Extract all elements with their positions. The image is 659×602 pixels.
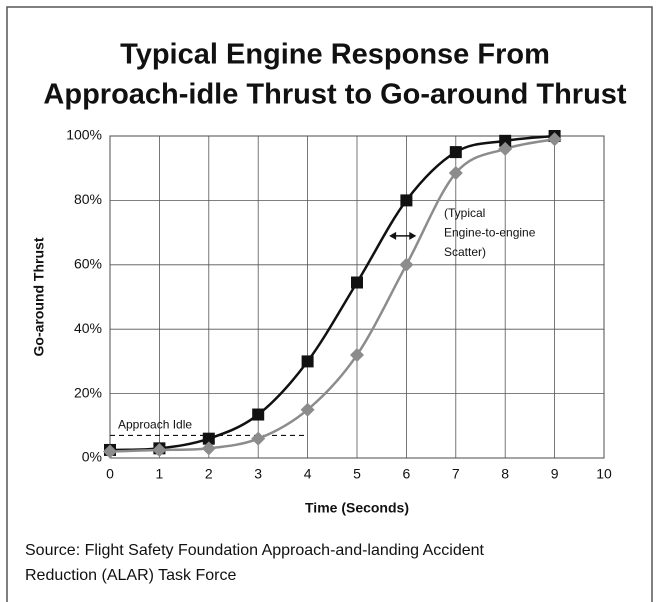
marker: [251, 431, 266, 446]
y-tick-label: 100%: [66, 127, 102, 143]
scatter-note: Scatter): [444, 245, 486, 259]
marker: [202, 432, 215, 445]
x-tick-label: 3: [254, 466, 262, 482]
marker: [448, 166, 463, 181]
x-tick-label: 5: [353, 466, 361, 482]
marker: [399, 257, 414, 272]
y-tick-label: 40%: [74, 320, 102, 336]
x-tick-label: 10: [596, 466, 612, 482]
marker: [301, 355, 314, 368]
scatter-note: (Typical: [444, 206, 485, 220]
marker: [351, 276, 363, 289]
chart-title: Typical Engine Response From: [120, 39, 550, 71]
marker: [300, 402, 315, 417]
marker: [499, 134, 512, 147]
marker: [152, 442, 167, 457]
scatter-note: Engine-to-engine: [444, 226, 536, 240]
series-line: [109, 137, 555, 453]
y-tick-label: 60%: [74, 256, 102, 272]
x-tick-label: 1: [156, 466, 164, 482]
marker: [547, 132, 562, 147]
y-tick-label: 20%: [74, 384, 102, 400]
chart-title: Approach-idle Thrust to Go-around Thrust: [43, 79, 627, 111]
x-tick-label: 4: [304, 466, 312, 482]
marker: [103, 444, 117, 459]
marker: [252, 408, 265, 421]
x-tick-label: 8: [501, 466, 509, 482]
x-tick-label: 0: [106, 466, 114, 482]
arrow-head: [409, 231, 417, 240]
source: Source: Flight Safety Foundation Approac…: [25, 542, 485, 559]
marker: [400, 194, 413, 207]
marker: [449, 146, 462, 159]
x-tick-label: 2: [205, 466, 213, 482]
idle-label: Approach Idle: [118, 418, 192, 432]
series-line: [109, 134, 555, 452]
x-tick-label: 9: [551, 466, 559, 482]
x-axis-label: Time (Seconds): [305, 500, 409, 516]
y-axis-label: Go-around Thrust: [31, 237, 47, 356]
frame: [6, 6, 653, 602]
y-tick-label: 0%: [82, 449, 102, 465]
y-tick-label: 80%: [74, 191, 102, 207]
x-tick-label: 6: [403, 466, 411, 482]
marker: [350, 347, 364, 362]
marker: [201, 441, 216, 456]
x-tick-label: 7: [452, 466, 460, 482]
marker: [498, 141, 513, 156]
arrow-head: [389, 231, 397, 240]
source: Reduction (ALAR) Task Force: [25, 567, 236, 584]
